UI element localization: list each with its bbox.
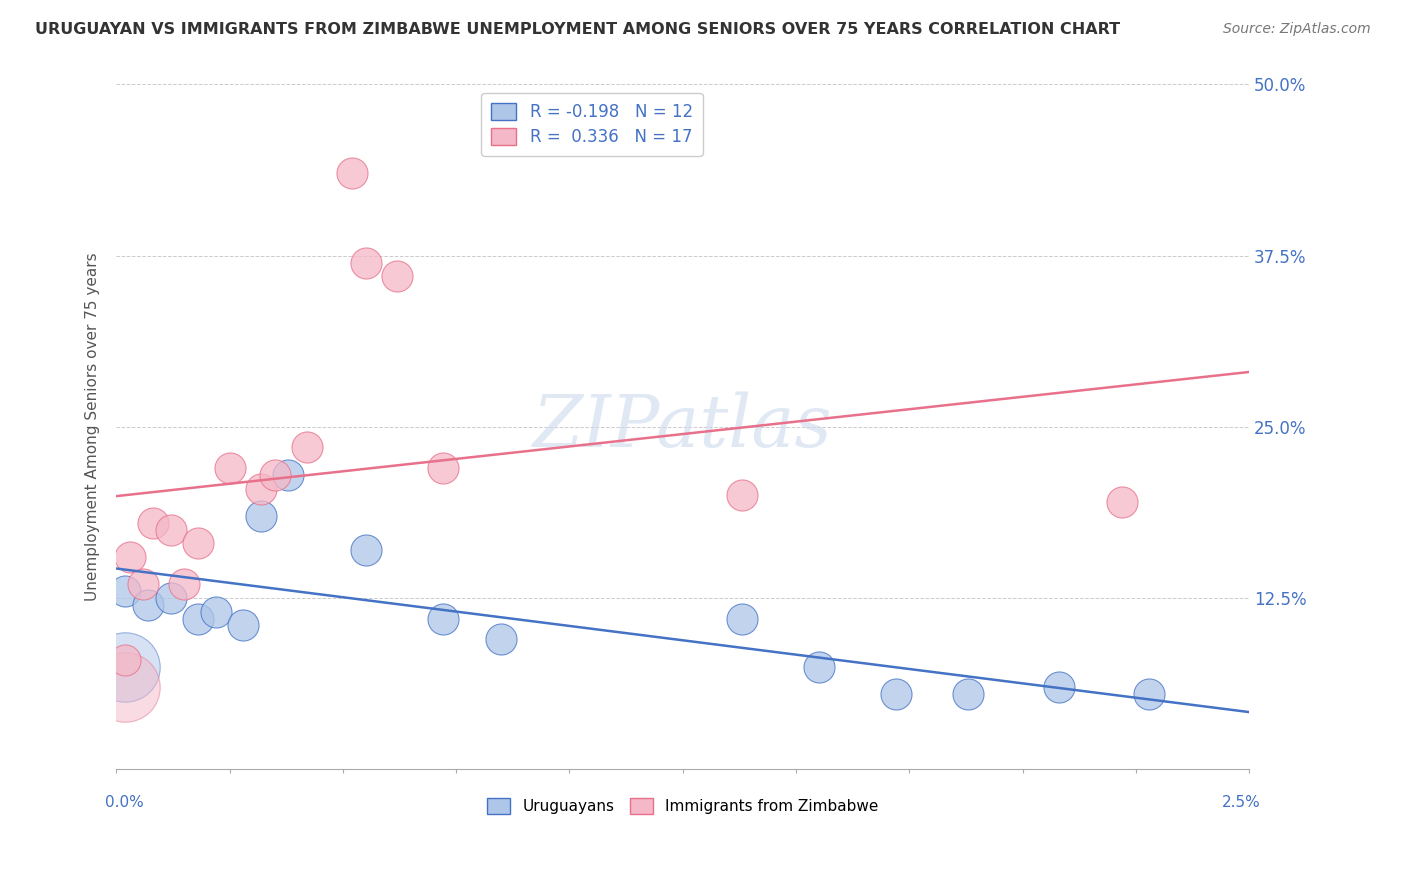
Point: [173, 577, 195, 591]
Point: [187, 612, 209, 626]
Point: [1111, 495, 1133, 509]
Point: [136, 598, 159, 612]
Point: [957, 687, 980, 701]
Point: [187, 536, 209, 550]
Point: [159, 591, 181, 606]
Point: [114, 659, 136, 673]
Point: [114, 653, 136, 667]
Text: ZIPatlas: ZIPatlas: [533, 392, 832, 462]
Text: 0.0%: 0.0%: [105, 795, 143, 810]
Point: [277, 467, 299, 482]
Point: [491, 632, 513, 647]
Point: [730, 612, 752, 626]
Point: [264, 467, 287, 482]
Point: [159, 523, 181, 537]
Point: [432, 461, 454, 475]
Point: [884, 687, 907, 701]
Point: [340, 166, 363, 180]
Point: [205, 605, 228, 619]
Point: [232, 618, 254, 632]
Point: [387, 269, 409, 284]
Text: URUGUAYAN VS IMMIGRANTS FROM ZIMBABWE UNEMPLOYMENT AMONG SENIORS OVER 75 YEARS C: URUGUAYAN VS IMMIGRANTS FROM ZIMBABWE UN…: [35, 22, 1121, 37]
Point: [114, 680, 136, 694]
Point: [141, 516, 163, 530]
Point: [807, 659, 830, 673]
Point: [1047, 680, 1070, 694]
Point: [218, 461, 240, 475]
Point: [118, 549, 141, 564]
Point: [250, 482, 273, 496]
Point: [132, 577, 155, 591]
Legend: Uruguayans, Immigrants from Zimbabwe: Uruguayans, Immigrants from Zimbabwe: [478, 789, 887, 823]
Point: [250, 508, 273, 523]
Point: [432, 612, 454, 626]
Point: [295, 441, 318, 455]
Point: [354, 543, 377, 558]
Point: [730, 488, 752, 502]
Text: 2.5%: 2.5%: [1222, 795, 1261, 810]
Point: [114, 584, 136, 599]
Text: Source: ZipAtlas.com: Source: ZipAtlas.com: [1223, 22, 1371, 37]
Point: [354, 255, 377, 269]
Y-axis label: Unemployment Among Seniors over 75 years: Unemployment Among Seniors over 75 years: [86, 252, 100, 601]
Point: [1139, 687, 1161, 701]
